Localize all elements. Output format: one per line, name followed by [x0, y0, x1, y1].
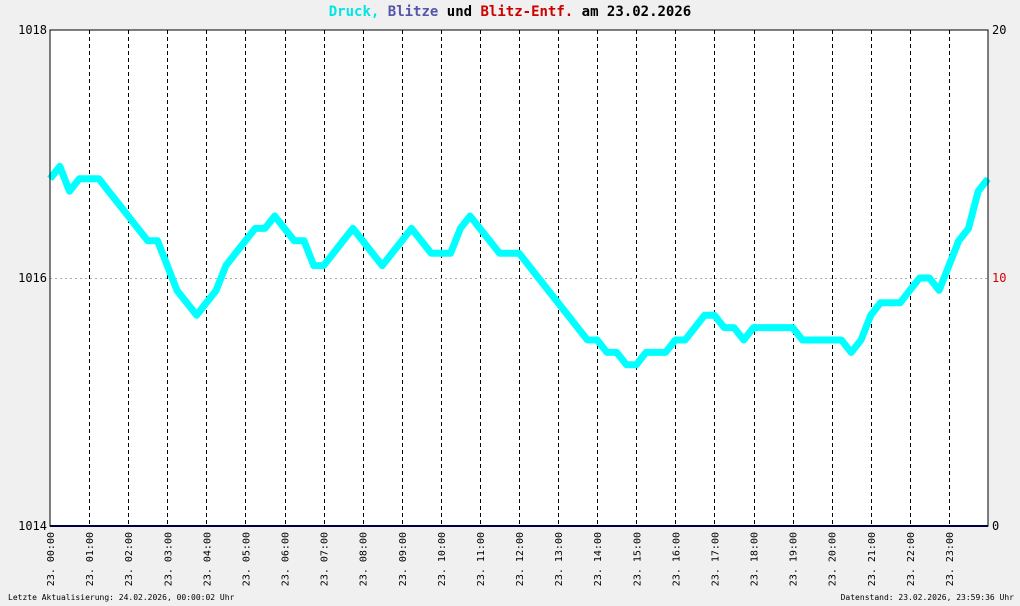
x-tick: 23. 03:00: [163, 532, 174, 586]
x-tick: 23. 19:00: [789, 532, 800, 586]
x-tick: 23. 17:00: [710, 532, 721, 586]
x-tick: 23. 20:00: [828, 532, 839, 586]
title-part-2: Blitze: [387, 4, 439, 20]
x-tick: 23. 16:00: [671, 532, 682, 586]
y-left-tick: 1014: [18, 519, 47, 533]
y-left-tick: 1018: [18, 23, 47, 37]
x-tick: 23. 08:00: [359, 532, 370, 586]
x-tick: 23. 10:00: [437, 532, 448, 586]
y-right-tick: 20: [992, 23, 1006, 37]
x-tick: 23. 00:00: [46, 532, 57, 586]
title-part-5: am 23.02.2026: [573, 4, 692, 20]
footer-data-state: Datenstand: 23.02.2026, 23:59:36 Uhr: [840, 593, 1014, 602]
x-tick: 23. 18:00: [750, 532, 761, 586]
left-axis-labels: 1014 1016 1018: [18, 23, 47, 533]
x-tick: 23. 23:00: [945, 532, 956, 586]
title-part-0: Druck,: [328, 4, 380, 20]
x-tick: 23. 05:00: [241, 532, 252, 586]
x-tick: 23. 14:00: [593, 532, 604, 586]
x-tick: 23. 01:00: [85, 532, 96, 586]
x-tick: 23. 04:00: [202, 532, 213, 586]
plot-frame: [49, 29, 989, 527]
x-tick: 23. 15:00: [632, 532, 643, 586]
x-tick: 23. 09:00: [398, 532, 409, 586]
x-tick: 23. 21:00: [867, 532, 878, 586]
y-right-tick: 0: [992, 519, 999, 533]
x-tick: 23. 06:00: [281, 532, 292, 586]
x-tick: 23. 22:00: [906, 532, 917, 586]
y-left-tick: 1016: [18, 271, 47, 285]
title-part-4: Blitz-Entf.: [480, 4, 574, 20]
title-part-3: und: [438, 4, 481, 20]
y-right-tick: 10: [992, 271, 1006, 285]
x-tick: 23. 12:00: [515, 532, 526, 586]
pressure-line: [49, 164, 989, 366]
x-tick: 23. 11:00: [476, 532, 487, 586]
x-axis-labels: 23. 00:00 23. 01:00 23. 02:00 23. 03:00 23. …: [46, 532, 956, 586]
right-axis-labels: 0 10 20: [992, 23, 1006, 533]
x-tick: 23. 13:00: [554, 532, 565, 586]
chart-title: Druck, Blitze und Blitz-Entf. am 23.02.2…: [0, 4, 1020, 20]
footer-last-update: Letzte Aktualisierung: 24.02.2026, 00:00…: [8, 593, 235, 602]
x-tick: 23. 07:00: [320, 532, 331, 586]
x-tick: 23. 02:00: [124, 532, 135, 586]
